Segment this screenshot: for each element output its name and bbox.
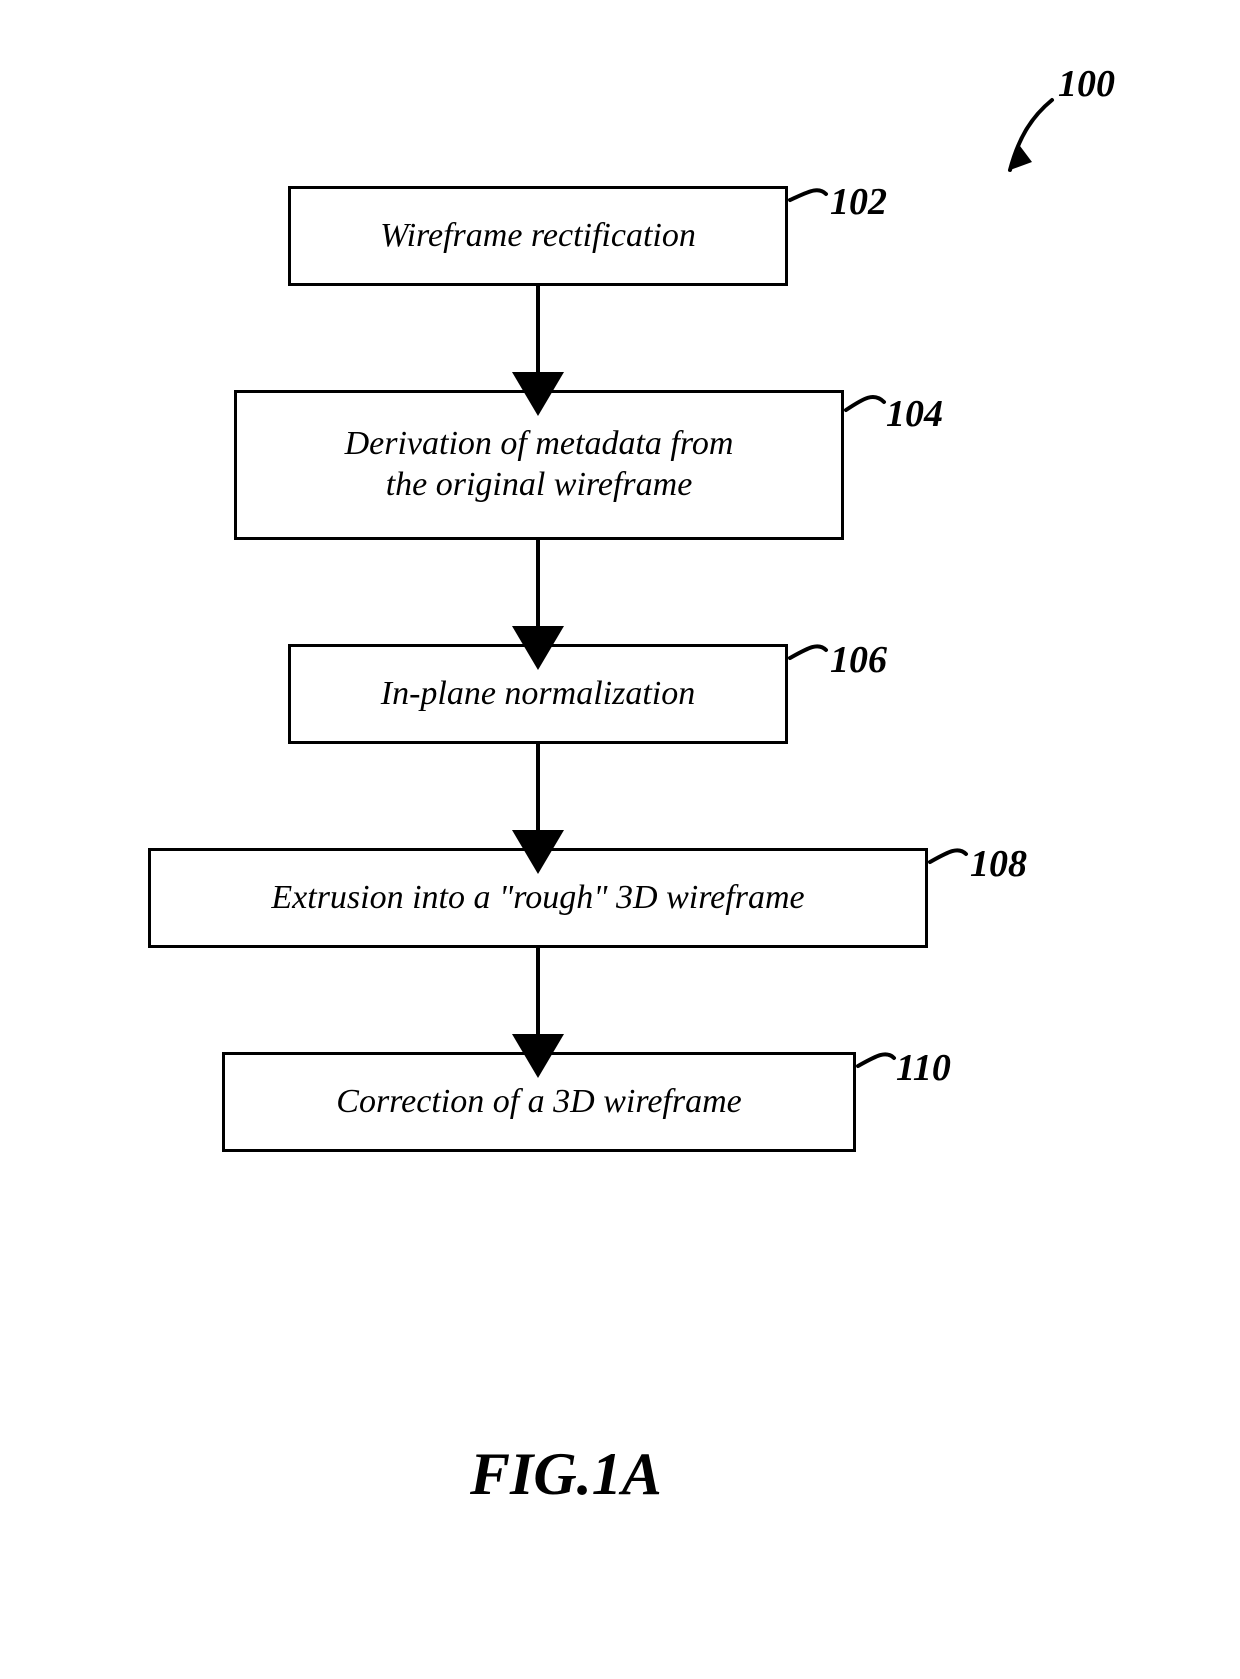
figure-caption: FIG.1A xyxy=(470,1440,662,1509)
step-104-text: Derivation of metadata from xyxy=(345,424,734,465)
flowchart-canvas: Wireframe rectification 102 Derivation of … xyxy=(0,0,1240,1679)
step-104: Derivation of metadata fromthe original … xyxy=(234,390,844,540)
ref-104: 104 xyxy=(886,392,943,436)
step-110-text: Correction of a 3D wireframe xyxy=(336,1082,741,1123)
ref-106: 106 xyxy=(830,638,887,682)
step-106: In-plane normalization xyxy=(288,644,788,744)
step-108: Extrusion into a "rough" 3D wireframe xyxy=(148,848,928,948)
ref-102: 102 xyxy=(830,180,887,224)
ref-108: 108 xyxy=(970,842,1027,886)
step-102-text: Wireframe rectification xyxy=(380,216,696,257)
step-106-text: In-plane normalization xyxy=(381,674,695,715)
step-102: Wireframe rectification xyxy=(288,186,788,286)
ref-100: 100 xyxy=(1058,62,1115,106)
ref-110: 110 xyxy=(896,1046,951,1090)
step-110: Correction of a 3D wireframe xyxy=(222,1052,856,1152)
step-108-text: Extrusion into a "rough" 3D wireframe xyxy=(271,878,804,919)
step-104-text: the original wireframe xyxy=(386,465,693,506)
